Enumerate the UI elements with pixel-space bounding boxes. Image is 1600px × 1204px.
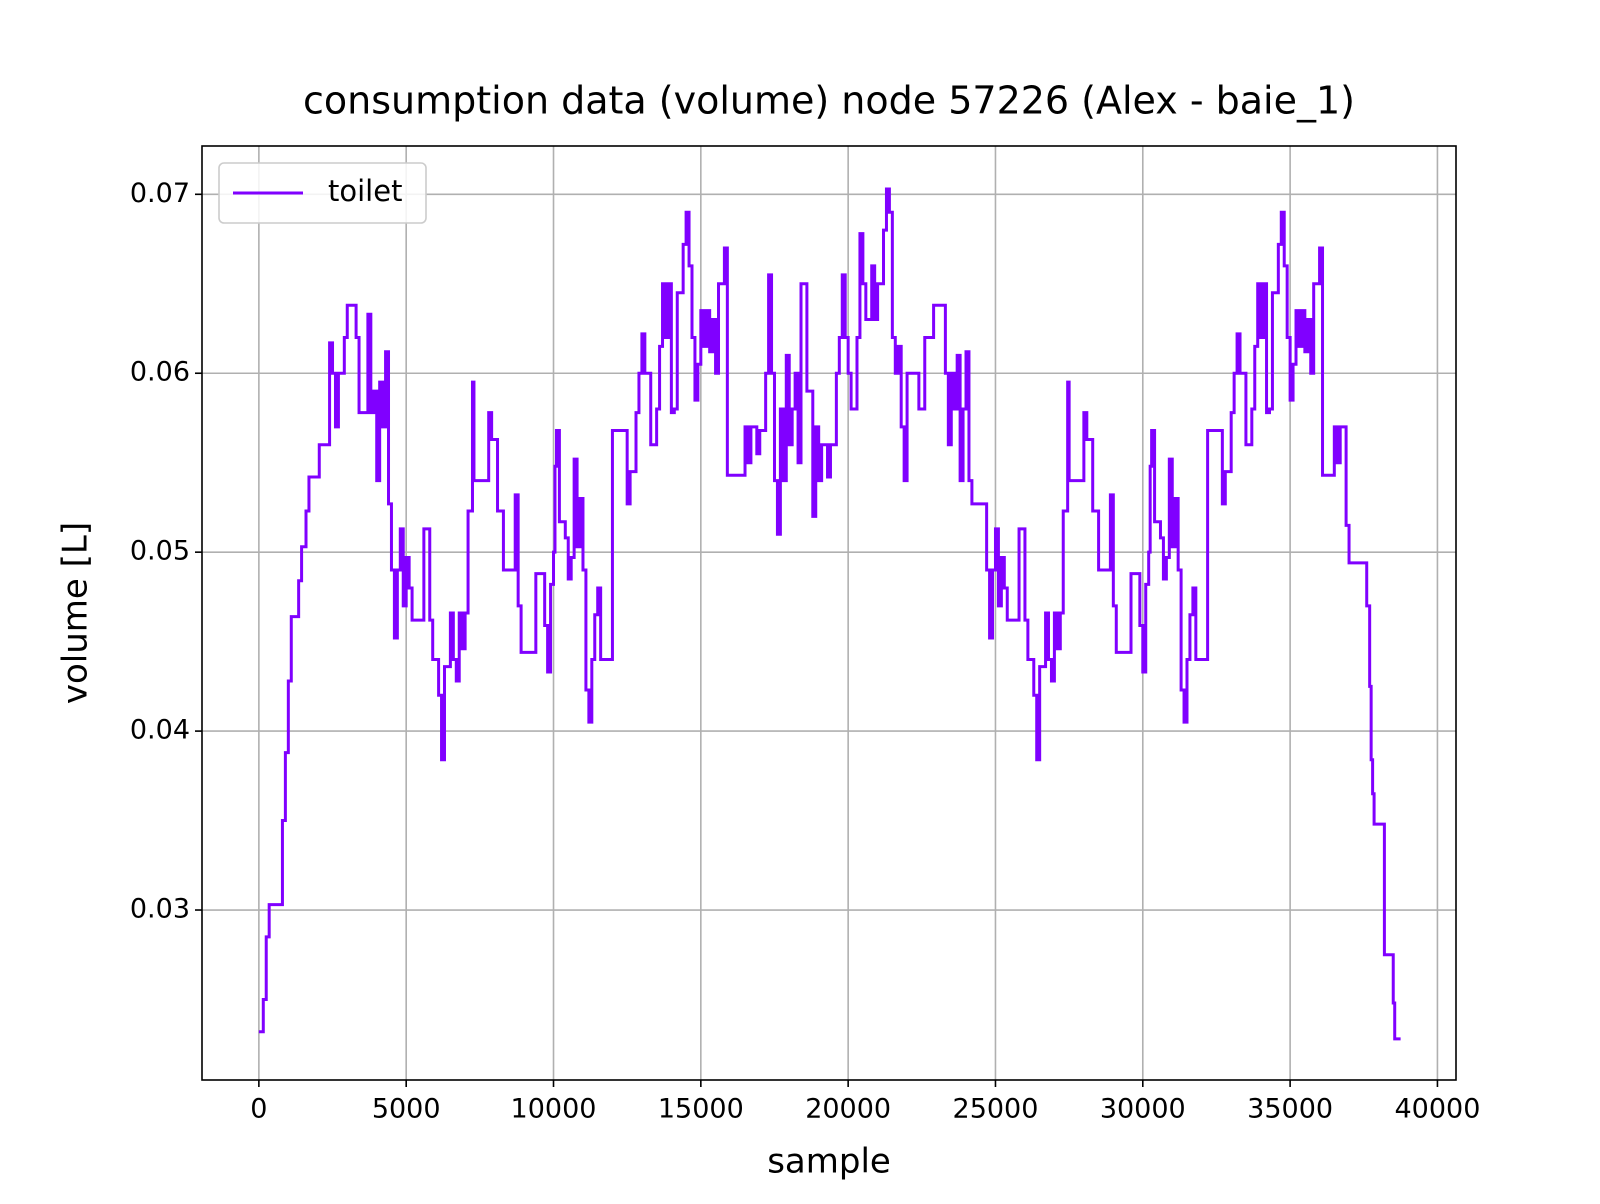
y-tick-label: 0.04 [130,715,190,746]
y-tick-label: 0.05 [130,536,190,567]
legend-box [218,162,427,224]
x-axis-label: sample [767,1142,891,1182]
x-tick-label: 0 [250,1094,267,1125]
x-tick-label: 20000 [805,1094,891,1125]
x-tick-label: 30000 [1100,1094,1186,1125]
y-tick-label: 0.06 [130,357,190,388]
legend-label: toilet [328,174,402,208]
y-axis-label: volume [L] [56,522,96,704]
plot-frame [201,145,1457,1081]
x-tick-label: 25000 [953,1094,1039,1125]
data-line [258,187,1401,1041]
x-tick-label: 10000 [511,1094,597,1125]
x-tick-label: 40000 [1394,1094,1480,1125]
x-tick-label: 5000 [372,1094,441,1125]
x-tick-label: 35000 [1247,1094,1333,1125]
x-tick-label: 15000 [658,1094,744,1125]
y-tick-label: 0.07 [130,178,190,209]
chart-title: consumption data (volume) node 57226 (Al… [303,79,1355,123]
y-tick-label: 0.03 [130,894,190,925]
